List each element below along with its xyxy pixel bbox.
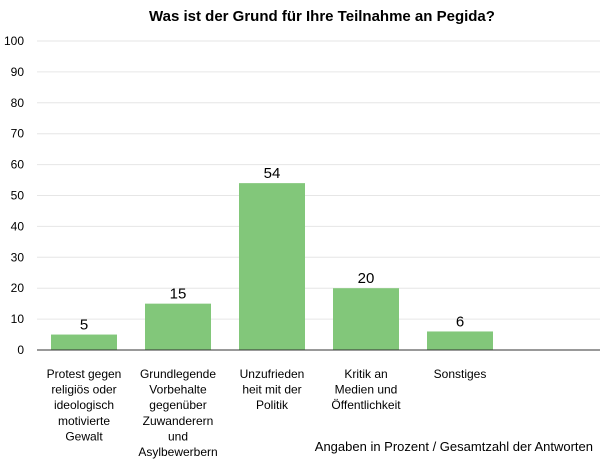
category-label-line: gegenüber	[149, 398, 206, 412]
category-label-line: und	[168, 429, 188, 443]
bar	[333, 288, 399, 350]
y-tick-label: 80	[11, 96, 25, 110]
category-label-line: Unzufrieden	[240, 367, 305, 381]
bar	[427, 331, 493, 350]
y-tick-label: 20	[11, 281, 25, 295]
y-tick-label: 40	[11, 219, 25, 233]
data-label: 6	[456, 313, 464, 330]
bar	[239, 183, 305, 350]
category-label-line: heit mit der	[242, 383, 301, 397]
category-label-line: Zuwanderern	[143, 414, 214, 428]
category-label-line: religiös oder	[51, 383, 116, 397]
y-tick-label: 90	[11, 65, 25, 79]
y-tick-label: 50	[11, 189, 25, 203]
y-tick-label: 60	[11, 158, 25, 172]
bars: 5 15 54 20 6	[51, 165, 493, 350]
y-tick-label: 70	[11, 127, 25, 141]
category-label-line: Protest gegen	[47, 367, 122, 381]
category-label: Sonstiges	[434, 367, 487, 381]
category-label-line: Vorbehalte	[149, 383, 207, 397]
gridlines	[37, 40, 600, 320]
category-label-line: Grundlegende	[140, 367, 216, 381]
data-label: 5	[80, 317, 88, 334]
chart-footnote: Angaben in Prozent / Gesamtzahl der Antw…	[315, 439, 593, 454]
y-tick-label: 10	[11, 312, 25, 326]
category-labels: Protest gegen religiös oder ideologisch mot…	[47, 367, 487, 459]
data-label: 54	[264, 165, 281, 182]
category-label: Grundlegende Vorbehalte gegenüber Zuwandere…	[138, 367, 217, 459]
category-label-line: Politik	[256, 398, 289, 412]
category-label: Kritik an Medien und Öffentlichkeit	[331, 367, 401, 412]
category-label-line: Asylbewerbern	[138, 445, 217, 459]
category-label-line: Gewalt	[65, 429, 103, 443]
category-label-line: Kritik an	[344, 367, 387, 381]
data-label: 20	[358, 270, 375, 287]
category-label-line: Medien und	[335, 383, 398, 397]
category-label: Unzufrieden heit mit der Politik	[240, 367, 305, 412]
category-label-line: Öffentlichkeit	[331, 398, 401, 412]
y-tick-label: 100	[4, 34, 24, 48]
bar	[51, 334, 117, 350]
category-label-line: Sonstiges	[434, 367, 487, 381]
y-tick-label: 0	[17, 343, 24, 357]
category-label-line: ideologisch	[54, 398, 114, 412]
bar	[145, 303, 211, 350]
data-label: 15	[170, 286, 187, 303]
category-label: Protest gegen religiös oder ideologisch mot…	[47, 367, 122, 443]
y-axis-ticks: 0 10 20 30 40 50 60 70 80 90 100	[4, 34, 24, 357]
chart-title: Was ist der Grund für Ihre Teilnahme an …	[149, 8, 495, 25]
y-tick-label: 30	[11, 250, 25, 264]
category-label-line: motivierte	[58, 414, 110, 428]
